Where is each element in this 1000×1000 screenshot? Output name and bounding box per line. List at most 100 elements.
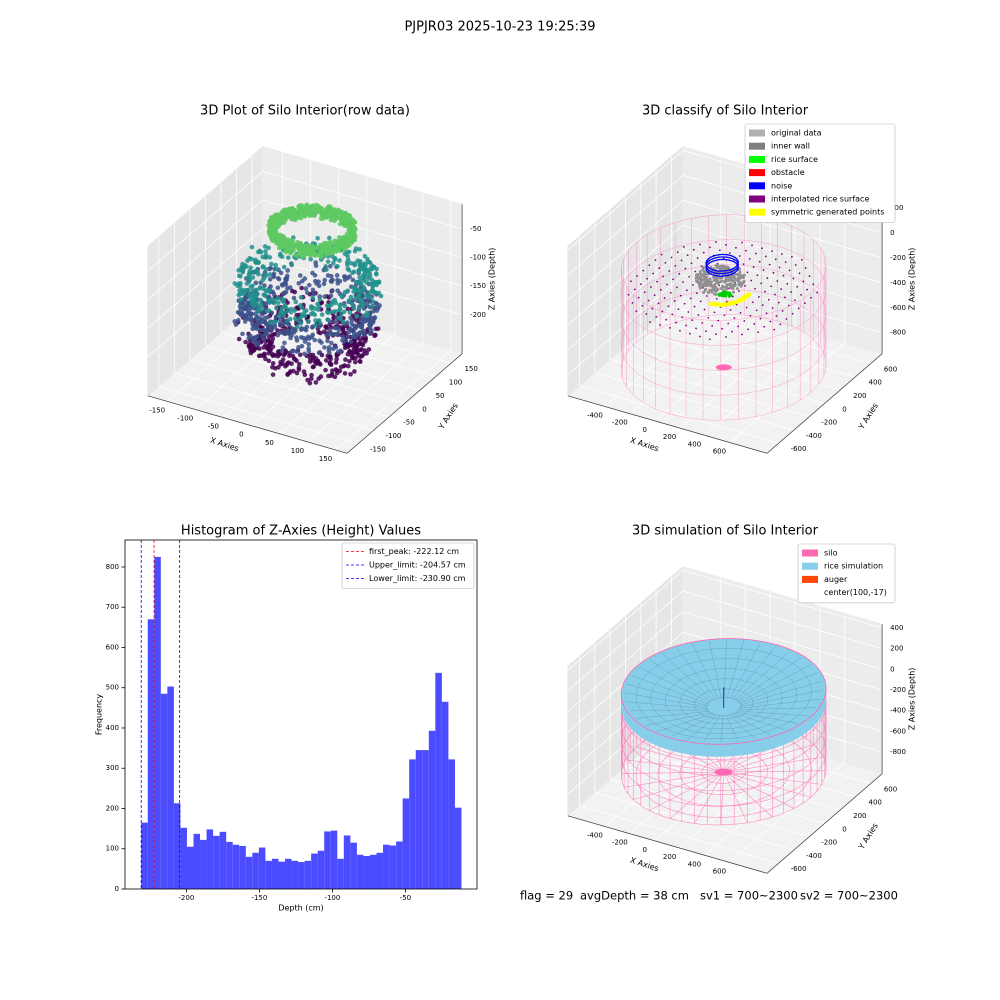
point (713, 302, 717, 306)
bar (369, 854, 377, 889)
point (252, 339, 258, 344)
point (800, 258, 803, 261)
point (255, 308, 261, 314)
point (374, 266, 379, 272)
mesh-line (626, 683, 708, 706)
point (250, 275, 256, 280)
z-tick-label: 200 (890, 645, 903, 653)
point (779, 323, 782, 326)
point (660, 253, 663, 256)
point (692, 284, 694, 286)
point (754, 252, 757, 255)
bar (167, 686, 174, 889)
point (323, 358, 329, 363)
point (348, 294, 354, 300)
point (680, 259, 683, 262)
mesh-line (739, 680, 823, 706)
point (715, 333, 717, 335)
point (737, 283, 741, 287)
point (816, 291, 819, 294)
y-tick-label: 600 (884, 365, 897, 373)
point (266, 245, 271, 251)
point (778, 266, 781, 269)
point (300, 278, 305, 284)
point (247, 268, 253, 274)
point (279, 348, 285, 354)
point (236, 336, 242, 342)
point (714, 292, 718, 296)
point (270, 296, 275, 302)
point (704, 272, 708, 276)
point (328, 362, 334, 367)
point (287, 285, 293, 290)
point (294, 335, 299, 340)
point (260, 264, 266, 270)
y-tick-label: 150 (464, 365, 477, 373)
point (335, 277, 340, 283)
point (335, 331, 341, 337)
footer-text: sv1 = 700~2300 (700, 889, 798, 903)
point (723, 267, 727, 271)
silo-spoke (669, 771, 724, 819)
point (711, 286, 715, 290)
point (642, 269, 645, 272)
point (270, 344, 276, 350)
point (369, 281, 375, 287)
point (283, 304, 288, 310)
point (299, 343, 305, 349)
point (265, 314, 270, 320)
point (307, 355, 313, 361)
point (301, 253, 307, 258)
point (321, 281, 327, 287)
point (311, 364, 316, 369)
point (255, 314, 261, 320)
point (282, 351, 288, 357)
point (302, 351, 307, 357)
point (316, 279, 321, 284)
point (764, 290, 766, 293)
y-tick-label: -200 (821, 839, 837, 847)
point (705, 295, 708, 297)
point (686, 254, 689, 257)
x-tick-label: -150 (149, 406, 165, 414)
point (655, 315, 658, 318)
x-tick-label: 0 (642, 846, 646, 854)
point (700, 265, 703, 268)
y-tick-label: 0 (422, 405, 426, 413)
axis-line (567, 815, 768, 874)
point (260, 277, 266, 283)
point (284, 208, 289, 213)
point (731, 295, 734, 298)
mesh-line (676, 647, 717, 701)
point (238, 291, 243, 297)
point (717, 319, 720, 322)
point (291, 242, 297, 247)
point (341, 363, 347, 369)
point (696, 257, 699, 259)
legend-box (744, 123, 896, 223)
point (238, 300, 244, 306)
point (722, 290, 726, 294)
point (334, 367, 340, 373)
point (270, 361, 276, 366)
legend-box (797, 543, 896, 604)
point (738, 255, 741, 257)
point (298, 294, 304, 300)
point (313, 318, 318, 323)
y-tick-label: -150 (370, 446, 386, 454)
point (731, 330, 733, 333)
grid-line (158, 385, 359, 445)
bar (343, 835, 351, 889)
point (740, 274, 744, 278)
silo-spoke (723, 771, 773, 818)
point (338, 311, 344, 317)
point (802, 280, 805, 283)
point (688, 275, 691, 278)
x-tick-label: -50 (400, 894, 411, 902)
point (702, 269, 706, 273)
point (288, 309, 294, 315)
point (292, 289, 298, 295)
grid-line (262, 170, 463, 230)
grid-line (567, 225, 684, 326)
point (372, 315, 378, 320)
